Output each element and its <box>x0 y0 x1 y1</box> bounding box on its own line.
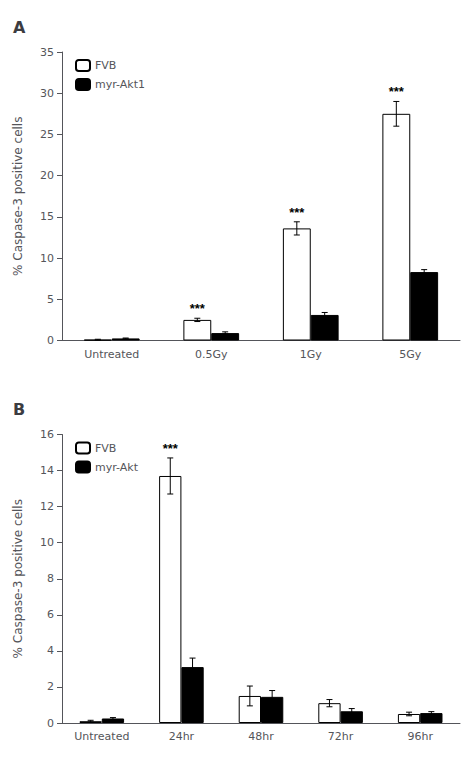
svg-text:2: 2 <box>47 680 54 693</box>
svg-text:16: 16 <box>40 428 54 441</box>
svg-text:30: 30 <box>40 87 54 100</box>
svg-text:FVB: FVB <box>95 442 116 455</box>
svg-text:6: 6 <box>47 608 54 621</box>
svg-text:0: 0 <box>47 717 54 730</box>
svg-text:8: 8 <box>47 572 54 585</box>
svg-text:myr-Akt: myr-Akt <box>95 461 139 474</box>
svg-text:0.5Gy: 0.5Gy <box>195 348 228 361</box>
svg-text:***: *** <box>163 441 179 456</box>
svg-text:24hr: 24hr <box>169 730 195 743</box>
svg-text:96hr: 96hr <box>407 730 433 743</box>
svg-text:FVB: FVB <box>95 59 116 72</box>
svg-text:1Gy: 1Gy <box>300 348 323 361</box>
svg-text:35: 35 <box>40 46 54 59</box>
svg-text:12: 12 <box>40 500 54 513</box>
svg-text:Untreated: Untreated <box>74 730 129 743</box>
svg-text:14: 14 <box>40 464 54 477</box>
svg-text:***: *** <box>289 205 305 220</box>
svg-text:72hr: 72hr <box>328 730 354 743</box>
svg-text:10: 10 <box>40 536 54 549</box>
svg-text:48hr: 48hr <box>248 730 274 743</box>
svg-text:% Caspase-3 positive cells: % Caspase-3 positive cells <box>11 499 25 658</box>
svg-text:0: 0 <box>47 334 54 347</box>
svg-text:15: 15 <box>40 210 54 223</box>
svg-text:25: 25 <box>40 128 54 141</box>
svg-text:***: *** <box>389 84 405 99</box>
svg-text:B: B <box>13 400 25 419</box>
svg-text:5: 5 <box>47 293 54 306</box>
svg-text:5Gy: 5Gy <box>399 348 422 361</box>
svg-text:myr-Akt1: myr-Akt1 <box>95 78 145 91</box>
svg-text:***: *** <box>190 301 206 316</box>
svg-text:4: 4 <box>47 644 54 657</box>
svg-text:% Caspase-3 positive cells: % Caspase-3 positive cells <box>11 117 25 276</box>
svg-text:20: 20 <box>40 169 54 182</box>
svg-text:10: 10 <box>40 252 54 265</box>
svg-text:A: A <box>13 18 26 37</box>
svg-text:Untreated: Untreated <box>84 348 139 361</box>
